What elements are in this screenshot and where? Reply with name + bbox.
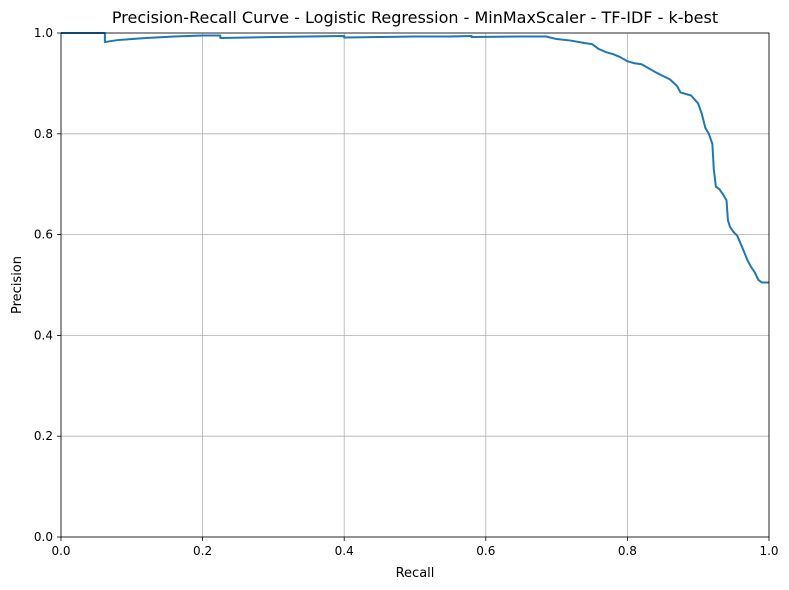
pr-curve [61, 32, 769, 284]
plot-frame [60, 32, 770, 538]
y-axis-label: Precision [10, 256, 25, 314]
x-tick-label: 0.4 [335, 544, 354, 558]
x-tick-label: 0.8 [618, 544, 637, 558]
curve-layer [61, 32, 769, 284]
x-tick-label: 0.0 [51, 544, 70, 558]
grid [60, 32, 770, 538]
y-tick-label: 0.6 [34, 228, 53, 242]
x-axis: 0.0 0.2 0.4 0.6 0.8 1.0 [51, 537, 779, 558]
y-tick-label: 0.0 [34, 530, 53, 544]
x-tick-label: 0.2 [193, 544, 212, 558]
y-axis: 0.0 0.2 0.4 0.6 0.8 1.0 [34, 26, 61, 544]
x-axis-label: Recall [396, 566, 435, 581]
x-tick-label: 1.0 [759, 544, 778, 558]
y-tick-label: 0.8 [34, 127, 53, 141]
y-tick-label: 0.4 [34, 328, 53, 342]
y-tick-label: 1.0 [34, 26, 53, 40]
chart-title: Precision-Recall Curve - Logistic Regres… [112, 8, 718, 27]
x-tick-label: 0.6 [476, 544, 495, 558]
y-tick-label: 0.2 [34, 429, 53, 443]
